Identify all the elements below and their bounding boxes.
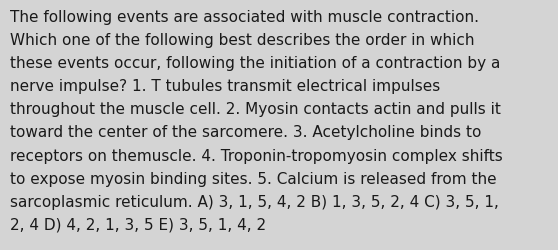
Text: throughout the muscle cell. 2. Myosin contacts actin and pulls it: throughout the muscle cell. 2. Myosin co… — [10, 102, 501, 117]
Text: these events occur, following the initiation of a contraction by a: these events occur, following the initia… — [10, 56, 501, 71]
Text: Which one of the following best describes the order in which: Which one of the following best describe… — [10, 33, 474, 48]
Text: receptors on themuscle. 4. Troponin-tropomyosin complex shifts: receptors on themuscle. 4. Troponin-trop… — [10, 148, 503, 163]
Text: nerve impulse? 1. T tubules transmit electrical impulses: nerve impulse? 1. T tubules transmit ele… — [10, 79, 440, 94]
Text: sarcoplasmic reticulum. A) 3, 1, 5, 4, 2 B) 1, 3, 5, 2, 4 C) 3, 5, 1,: sarcoplasmic reticulum. A) 3, 1, 5, 4, 2… — [10, 194, 499, 209]
Text: The following events are associated with muscle contraction.: The following events are associated with… — [10, 10, 479, 25]
Text: to expose myosin binding sites. 5. Calcium is released from the: to expose myosin binding sites. 5. Calci… — [10, 171, 497, 186]
Text: 2, 4 D) 4, 2, 1, 3, 5 E) 3, 5, 1, 4, 2: 2, 4 D) 4, 2, 1, 3, 5 E) 3, 5, 1, 4, 2 — [10, 217, 266, 232]
Text: toward the center of the sarcomere. 3. Acetylcholine binds to: toward the center of the sarcomere. 3. A… — [10, 125, 482, 140]
